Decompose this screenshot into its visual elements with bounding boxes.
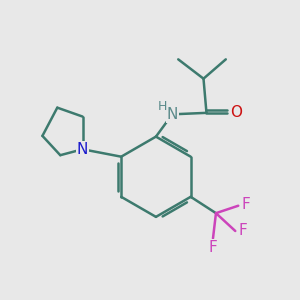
Text: F: F — [241, 197, 250, 212]
Text: F: F — [238, 224, 247, 238]
Text: H: H — [158, 100, 167, 112]
Text: O: O — [230, 105, 242, 120]
Text: F: F — [208, 240, 217, 255]
Text: N: N — [167, 107, 178, 122]
Text: N: N — [77, 142, 88, 157]
